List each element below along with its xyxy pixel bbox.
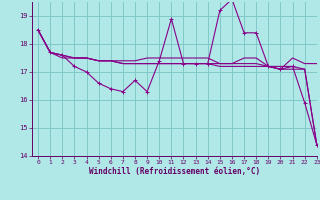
X-axis label: Windchill (Refroidissement éolien,°C): Windchill (Refroidissement éolien,°C) bbox=[89, 167, 260, 176]
